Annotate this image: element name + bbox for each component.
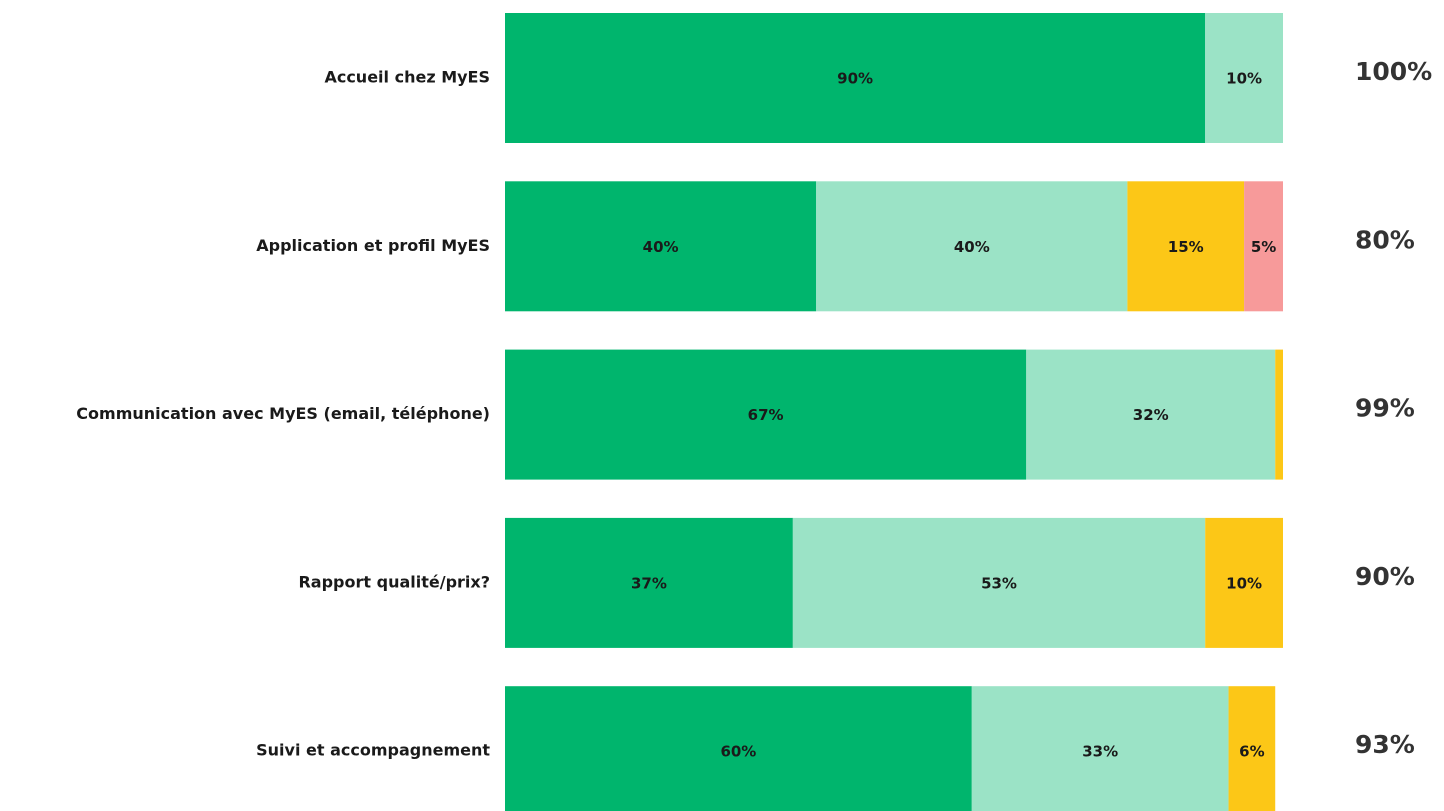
bar-segment xyxy=(1205,517,1283,648)
data-label: 90% xyxy=(837,70,873,88)
bar-segment xyxy=(505,13,1206,143)
data-label: 10% xyxy=(1226,70,1262,88)
bar-segment xyxy=(1026,349,1276,480)
data-label: 37% xyxy=(631,574,667,592)
data-label: 40% xyxy=(643,238,679,256)
total-label: 80% xyxy=(1355,225,1415,254)
total-label: 99% xyxy=(1355,394,1415,423)
bar-segment xyxy=(971,686,1229,811)
data-label: 53% xyxy=(981,574,1017,592)
data-label: 5% xyxy=(1251,238,1276,256)
data-label: 40% xyxy=(954,238,990,256)
bar-segment xyxy=(505,686,972,811)
category-label: Communication avec MyES (email, téléphon… xyxy=(76,404,490,423)
category-label: Rapport qualité/prix? xyxy=(298,572,490,591)
total-label: 100% xyxy=(1355,57,1432,86)
bar-segment xyxy=(816,181,1128,312)
bar-segment xyxy=(505,181,817,312)
category-label: Accueil chez MyES xyxy=(324,68,490,87)
bar-segment xyxy=(505,517,793,648)
bar-segment xyxy=(1127,181,1245,312)
data-label: 33% xyxy=(1082,743,1118,761)
bar-segment xyxy=(792,517,1206,648)
bar-segment xyxy=(1275,349,1283,480)
total-label: 93% xyxy=(1355,730,1415,759)
data-label: 60% xyxy=(720,743,756,761)
data-label: 32% xyxy=(1133,406,1169,424)
bar-segment xyxy=(1244,181,1283,312)
data-label: 6% xyxy=(1239,743,1264,761)
data-label: 67% xyxy=(748,406,784,424)
total-label: 90% xyxy=(1355,562,1415,591)
bar-segment xyxy=(1228,686,1276,811)
data-label: 10% xyxy=(1226,574,1262,592)
category-label: Application et profil MyES xyxy=(256,236,490,255)
data-label: 15% xyxy=(1168,238,1204,256)
bar-segment xyxy=(505,349,1027,480)
bar-segment xyxy=(1205,13,1283,143)
category-label: Suivi et accompagnement xyxy=(256,741,490,760)
